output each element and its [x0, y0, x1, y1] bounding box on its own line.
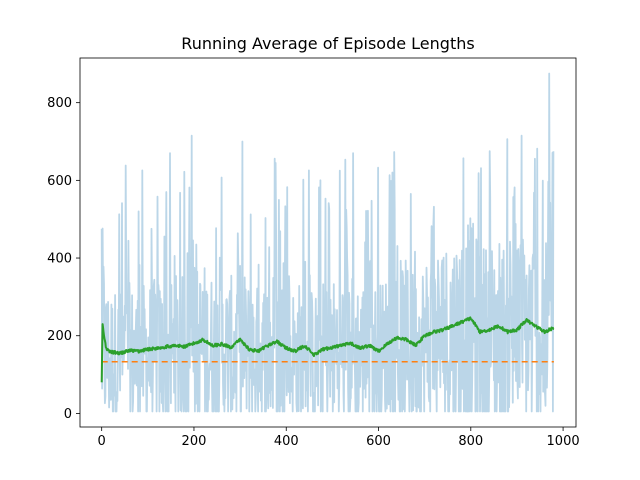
- plot-frame: [79, 57, 577, 428]
- x-tick-label: 200: [182, 434, 207, 449]
- y-tick-label: 0: [64, 407, 72, 422]
- running-average-line: [100, 316, 555, 383]
- chart-title: Running Average of Episode Lengths: [181, 34, 474, 53]
- x-tick-label: 0: [98, 434, 106, 449]
- episode-lengths-line: [100, 72, 555, 413]
- x-tick-label: 400: [274, 434, 299, 449]
- x-tick-label: 1000: [547, 434, 580, 449]
- y-tick-label: 600: [47, 174, 72, 189]
- x-axis: 0 200 400 600 800 1000: [98, 427, 580, 449]
- y-axis: 0 200 400 600 800: [47, 96, 80, 422]
- y-tick-label: 800: [47, 96, 72, 111]
- plot-area: [100, 72, 555, 413]
- x-tick-label: 800: [458, 434, 483, 449]
- y-tick-label: 200: [47, 329, 72, 344]
- x-tick-label: 600: [366, 434, 391, 449]
- y-tick-label: 400: [47, 252, 72, 267]
